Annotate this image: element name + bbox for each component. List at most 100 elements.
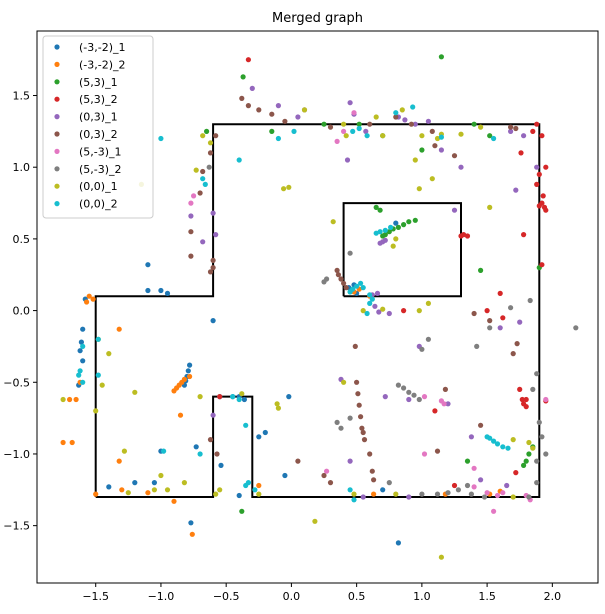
x-tick-label: 0.0 bbox=[283, 590, 301, 603]
data-point bbox=[181, 376, 187, 382]
data-point bbox=[510, 437, 516, 443]
data-point bbox=[286, 184, 292, 190]
data-point bbox=[421, 394, 428, 400]
x-tick-label: −0.5 bbox=[213, 590, 240, 603]
data-point bbox=[513, 470, 519, 476]
data-point bbox=[76, 372, 82, 378]
data-point bbox=[188, 253, 194, 259]
data-point bbox=[352, 343, 358, 349]
data-point bbox=[191, 193, 197, 199]
data-point bbox=[291, 128, 297, 134]
data-point bbox=[377, 229, 383, 235]
data-point bbox=[380, 487, 386, 493]
data-point bbox=[382, 227, 388, 233]
data-point bbox=[481, 494, 488, 500]
data-point bbox=[455, 487, 461, 493]
data-point bbox=[371, 491, 377, 497]
data-point bbox=[442, 386, 448, 392]
data-point bbox=[518, 150, 524, 156]
data-point bbox=[497, 325, 503, 331]
data-point bbox=[324, 276, 330, 282]
y-tick-label: −1.5 bbox=[3, 520, 30, 533]
x-axis: −1.5 −1.0 −0.5 0.0 0.5 1.0 1.5 2.0 bbox=[82, 583, 561, 603]
data-point bbox=[434, 491, 441, 497]
data-point bbox=[207, 140, 214, 146]
data-point bbox=[536, 171, 542, 177]
data-point bbox=[399, 107, 405, 113]
data-point bbox=[461, 232, 467, 238]
data-point bbox=[410, 104, 416, 110]
data-point bbox=[177, 412, 184, 418]
data-point bbox=[350, 286, 356, 292]
data-point bbox=[161, 448, 167, 454]
data-point bbox=[213, 491, 219, 497]
data-point bbox=[451, 207, 458, 213]
series-9 bbox=[76, 104, 511, 503]
data-point bbox=[93, 408, 99, 414]
data-point bbox=[521, 133, 527, 139]
data-point bbox=[171, 388, 177, 394]
data-point bbox=[419, 346, 425, 352]
data-point bbox=[60, 396, 66, 403]
data-point bbox=[445, 490, 451, 496]
data-point bbox=[132, 480, 138, 486]
x-tick-label: −1.5 bbox=[82, 590, 109, 603]
data-point bbox=[341, 128, 347, 134]
data-point bbox=[523, 404, 529, 410]
data-point bbox=[86, 293, 92, 299]
data-point bbox=[539, 262, 545, 268]
data-point bbox=[274, 401, 280, 407]
data-point bbox=[484, 434, 490, 440]
data-point bbox=[210, 257, 216, 263]
series-6 bbox=[188, 110, 549, 514]
legend-marker bbox=[54, 79, 60, 85]
data-point bbox=[536, 419, 542, 425]
data-point bbox=[487, 325, 493, 331]
data-point bbox=[210, 210, 216, 216]
data-point bbox=[380, 133, 386, 139]
data-point bbox=[240, 74, 246, 80]
data-point bbox=[471, 465, 477, 471]
data-point bbox=[338, 276, 344, 282]
data-point bbox=[217, 394, 223, 400]
data-point bbox=[202, 181, 208, 187]
data-point bbox=[412, 157, 418, 163]
data-point bbox=[347, 100, 353, 106]
data-point bbox=[523, 458, 529, 464]
data-point bbox=[189, 531, 195, 537]
data-point bbox=[338, 425, 344, 431]
legend-label: (5,-3)_2 bbox=[79, 163, 122, 176]
series-4 bbox=[188, 85, 540, 500]
data-point bbox=[358, 414, 364, 420]
data-point bbox=[363, 128, 369, 134]
data-point bbox=[478, 124, 484, 130]
data-point bbox=[188, 200, 194, 206]
data-point bbox=[573, 325, 579, 331]
data-point bbox=[373, 204, 379, 210]
data-point bbox=[158, 472, 164, 479]
data-point bbox=[434, 135, 441, 142]
data-point bbox=[210, 318, 216, 324]
data-point bbox=[487, 318, 493, 324]
data-point bbox=[425, 118, 431, 124]
data-point bbox=[217, 487, 223, 493]
series-2 bbox=[204, 54, 542, 514]
data-point bbox=[188, 213, 194, 219]
data-point bbox=[275, 405, 281, 411]
data-point bbox=[69, 439, 75, 446]
data-point bbox=[500, 490, 506, 496]
data-point bbox=[344, 157, 351, 163]
data-point bbox=[543, 396, 549, 403]
data-point bbox=[347, 458, 353, 464]
data-point bbox=[354, 379, 360, 385]
series-0 bbox=[76, 220, 401, 546]
y-tick-label: 0.0 bbox=[13, 305, 31, 318]
data-point bbox=[210, 265, 216, 271]
data-point bbox=[367, 451, 373, 457]
data-point bbox=[80, 326, 86, 332]
series-7 bbox=[206, 164, 579, 500]
data-point bbox=[60, 439, 66, 446]
data-point bbox=[508, 305, 514, 311]
data-point bbox=[388, 224, 394, 230]
data-point bbox=[373, 230, 379, 236]
